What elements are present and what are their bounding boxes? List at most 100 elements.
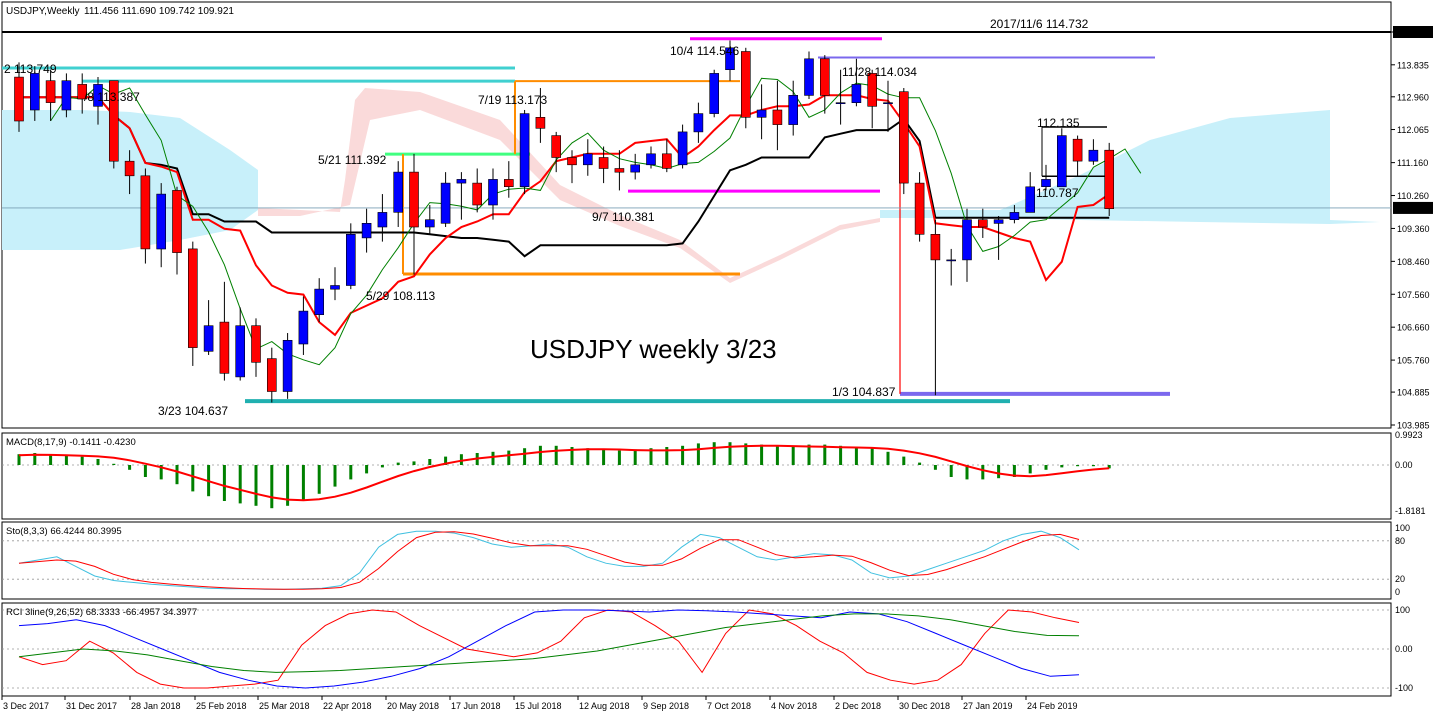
sto-axis-label: 100 — [1395, 523, 1410, 533]
support-resistance-lines — [2, 31, 1391, 404]
annotation-label: 1/3 104.837 — [832, 385, 896, 399]
annotation-label: 10/4 114.546 — [670, 44, 740, 58]
annotation-label: 9/7 110.381 — [592, 210, 655, 224]
stochastic-pane — [1, 521, 1392, 600]
price-tick-label: 105.760 — [1397, 356, 1430, 366]
bullish-candle — [488, 179, 498, 206]
ohlc-readout: 111.456 111.690 109.742 109.921 — [84, 6, 234, 17]
time-tick-label: 20 May 2018 — [387, 701, 439, 711]
bearish-candle — [109, 80, 119, 162]
bullish-candle — [677, 131, 688, 166]
bearish-candle — [45, 80, 56, 103]
time-tick-label: 15 Jul 2018 — [515, 701, 562, 711]
bearish-candle — [661, 153, 672, 169]
symbol-label: USDJPY,Weekly — [6, 6, 80, 17]
bullish-candle — [361, 223, 372, 239]
price-highlight — [1393, 26, 1433, 38]
sto-axis-label: 80 — [1395, 536, 1405, 546]
time-tick-label: 17 Jun 2018 — [451, 701, 501, 711]
annotation-label: 7/19 113.173 — [478, 93, 548, 107]
bearish-candle — [598, 157, 609, 169]
bullish-candle — [756, 109, 767, 118]
bullish-candle — [883, 102, 893, 104]
bearish-candle — [567, 157, 577, 166]
rci-label: RCI 3line(9,26,52) 68.3333 -66.4957 34.3… — [6, 607, 197, 618]
kijun-sen-line — [19, 96, 1110, 258]
sto-axis-label: 0 — [1395, 587, 1400, 597]
rci-axis-label: -100 — [1395, 683, 1413, 693]
bullish-candle — [725, 47, 735, 70]
bullish-candle — [424, 219, 435, 228]
rci-short-line — [18, 609, 1080, 689]
bullish-candle — [693, 113, 704, 133]
sto-label: Sto(8,3,3) 66.4244 80.3995 — [6, 526, 122, 537]
bullish-candle — [1009, 212, 1020, 220]
macd-axis-label: 0.00 — [1395, 460, 1413, 470]
current-price-label: 109.921 — [1397, 203, 1430, 213]
sto-axis-label: 20 — [1395, 574, 1405, 584]
time-tick-label: 25 Feb 2018 — [196, 701, 247, 711]
level-annotations: 2017/11/6 114.732 10/4 114.546 11/28 114.0… — [4, 17, 1089, 418]
bullish-candle — [519, 113, 530, 187]
bearish-candle — [535, 117, 546, 129]
bullish-candle — [440, 182, 451, 224]
price-tick-label: 108.460 — [1397, 257, 1430, 267]
time-tick-label: 12 Aug 2018 — [579, 701, 630, 711]
time-tick-label: 9 Sep 2018 — [643, 701, 689, 711]
time-tick-label: 25 Mar 2018 — [259, 701, 310, 711]
bullish-candle — [630, 164, 641, 173]
current-price-box — [1393, 201, 1433, 214]
macd-axis-label: -1.8181 — [1395, 506, 1426, 516]
time-tick-label: 3 Dec 2017 — [3, 701, 49, 711]
bullish-candle — [946, 259, 957, 262]
price-tick-label: 112.065 — [1397, 125, 1429, 135]
price-tick-label: 104.885 — [1397, 388, 1430, 398]
annotation-label: 11/28 114.034 — [842, 65, 917, 79]
price-tick-label: 107.560 — [1397, 290, 1430, 300]
macd-pane — [1, 432, 1392, 520]
bullish-candle — [1041, 179, 1051, 187]
bullish-candle — [835, 102, 846, 104]
bullish-candle — [282, 339, 293, 392]
bearish-candle — [219, 321, 230, 374]
bearish-candle — [266, 358, 277, 392]
bearish-candle — [77, 84, 87, 100]
bullish-candle — [646, 153, 656, 166]
bullish-candle — [1057, 135, 1067, 188]
bullish-candle — [298, 310, 309, 345]
time-tick-label: 24 Feb 2019 — [1027, 701, 1078, 711]
bearish-candle — [1104, 149, 1114, 209]
bullish-candle — [156, 193, 166, 250]
indicator-plots: 0.9923 0.00 -1.8181 100 80 20 0 100 0.00 -100 — [2, 430, 1426, 693]
macd-axis-label: 0.9923 — [1395, 430, 1423, 440]
rci-mid-line — [18, 609, 1080, 689]
annotation-label: 112.135 — [1037, 116, 1080, 130]
bullish-candle — [29, 73, 40, 111]
rci-axis-label: 0.00 — [1395, 644, 1413, 654]
bearish-candle — [409, 171, 419, 228]
rci-long-line — [18, 613, 1080, 673]
bullish-candle — [330, 285, 340, 290]
time-tick-label: 2 Dec 2018 — [835, 701, 881, 711]
bullish-candle — [993, 219, 1004, 224]
time-tick-label: 27 Jan 2019 — [963, 701, 1013, 711]
annotation-label: 5/29 108.113 — [366, 289, 436, 303]
price-tick-label: 114.732 — [1397, 28, 1429, 38]
time-tick-label: 22 Apr 2018 — [323, 701, 372, 711]
annotation-label: 2017/11/6 114.732 — [990, 17, 1089, 31]
bearish-candle — [740, 51, 751, 118]
bearish-candle — [551, 135, 562, 158]
bullish-candle — [851, 84, 862, 104]
bullish-candle — [203, 325, 214, 352]
macd-label: MACD(8,17,9) -0.1411 -0.4230 — [6, 437, 136, 448]
bullish-candle — [377, 212, 388, 228]
bearish-candle — [914, 182, 925, 235]
bullish-candle — [962, 219, 972, 261]
price-axis: 114.732 113.835 112.960 112.065 111.160 110.2… — [1391, 26, 1433, 431]
time-axis: 3 Dec 2017 31 Dec 2017 28 Jan 2018 25 Feb 2… — [1, 696, 1078, 711]
sto-signal-line — [18, 531, 1080, 590]
bearish-candle — [930, 234, 941, 261]
candlesticks — [14, 40, 1114, 403]
bullish-candle — [393, 171, 404, 213]
